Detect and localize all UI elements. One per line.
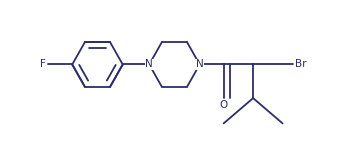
Text: N: N bbox=[196, 60, 204, 69]
Text: F: F bbox=[40, 60, 46, 69]
Text: Br: Br bbox=[295, 60, 307, 69]
Text: N: N bbox=[145, 60, 153, 69]
Text: O: O bbox=[220, 100, 228, 110]
